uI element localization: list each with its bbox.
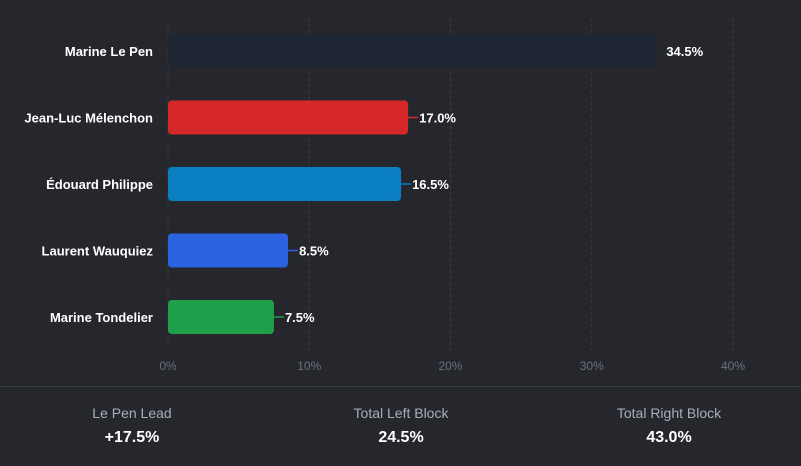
bar <box>168 300 274 334</box>
stat-label: Total Right Block <box>616 405 722 421</box>
category-label: Laurent Wauquiez <box>42 244 154 259</box>
data-label: 16.5% <box>412 177 449 192</box>
stat-value: 43.0% <box>646 429 692 446</box>
summary-footer: Le Pen Lead +17.5% Total Left Block 24.5… <box>0 386 801 466</box>
category-label: Jean-Luc Mélenchon <box>24 111 153 126</box>
data-label: 8.5% <box>299 244 329 259</box>
category-label: Édouard Philippe <box>46 177 153 192</box>
category-label: Marine Le Pen <box>65 44 153 59</box>
chart-svg: 0% 10% 20% 30% 40% Marine Le Pen 34.5% Jean-Luc… <box>24 18 745 373</box>
bar <box>168 34 656 68</box>
bar-chart: 0% 10% 20% 30% 40% Marine Le Pen 34.5% Jean-Luc… <box>24 18 745 373</box>
x-tick-label: 0% <box>159 359 177 373</box>
x-tick-label: 20% <box>438 359 462 373</box>
data-label: 7.5% <box>285 310 315 325</box>
category-label: Marine Tondelier <box>50 310 153 325</box>
bar <box>168 167 402 201</box>
bar <box>168 233 289 268</box>
stat-label: Le Pen Lead <box>92 405 172 421</box>
data-label: 17.0% <box>419 111 456 126</box>
x-tick-label: 10% <box>297 359 321 373</box>
x-tick-label: 40% <box>721 359 745 373</box>
stat-label: Total Left Block <box>353 405 449 421</box>
stat-value: 24.5% <box>378 429 424 446</box>
stat-total-right-block: Total Right Block 43.0% <box>549 404 789 448</box>
stat-le-pen-lead: Le Pen Lead +17.5% <box>12 404 252 448</box>
x-tick-label: 30% <box>580 359 604 373</box>
bar <box>168 100 409 135</box>
stat-total-left-block: Total Left Block 24.5% <box>281 404 521 448</box>
data-label: 34.5% <box>666 44 703 59</box>
stat-value: +17.5% <box>104 429 160 446</box>
